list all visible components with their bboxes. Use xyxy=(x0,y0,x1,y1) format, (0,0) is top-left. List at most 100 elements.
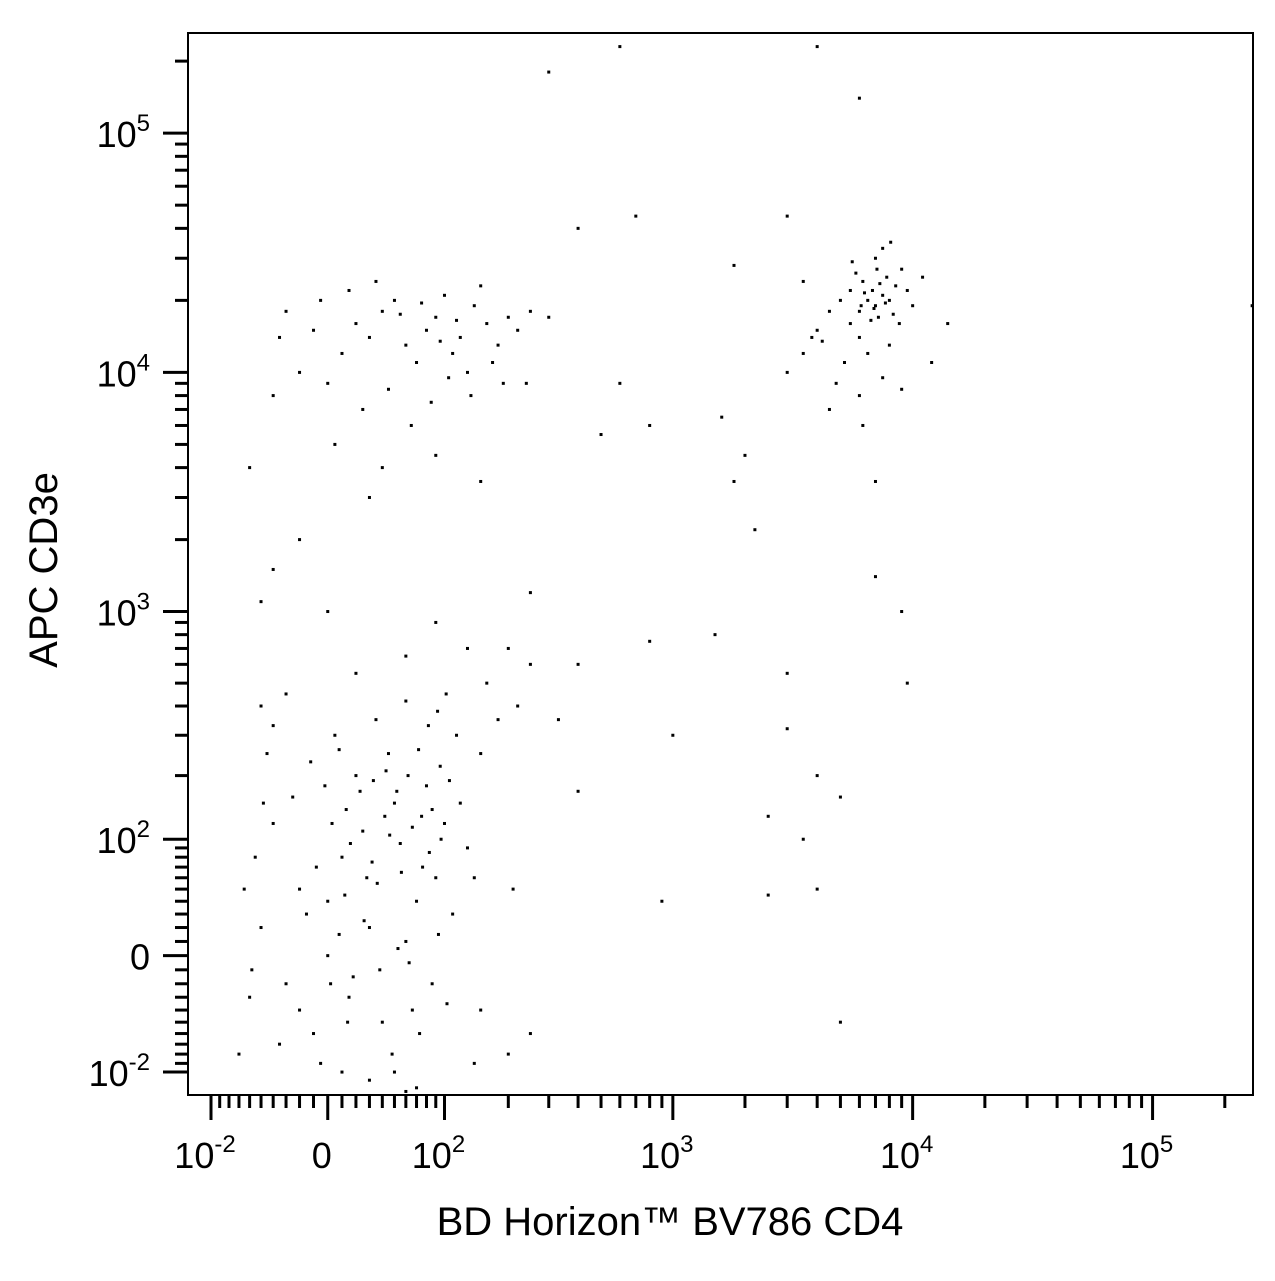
event-dot xyxy=(599,433,603,437)
event-dot xyxy=(354,774,358,778)
event-dot xyxy=(386,387,390,391)
event-dot xyxy=(340,1070,344,1074)
event-dot xyxy=(479,479,483,483)
event-dot xyxy=(404,699,408,703)
event-dot xyxy=(284,982,288,986)
event-dot xyxy=(766,814,770,818)
event-dot xyxy=(876,315,880,319)
event-dot xyxy=(866,298,870,302)
event-dot xyxy=(367,1078,371,1082)
event-dot xyxy=(271,567,275,571)
event-dot xyxy=(894,284,898,288)
event-dot xyxy=(237,1052,241,1056)
event-dot xyxy=(873,479,877,483)
event-dot xyxy=(424,328,428,332)
event-dot xyxy=(346,1020,350,1024)
x-tick-label: 10-2 xyxy=(174,1131,235,1176)
event-dot xyxy=(271,821,275,825)
x-axis-title: BD Horizon™ BV786 CD4 xyxy=(437,1200,904,1244)
event-dot xyxy=(284,692,288,696)
event-dot xyxy=(946,322,950,326)
event-dot xyxy=(815,328,819,332)
event-dot xyxy=(442,293,446,297)
event-dot xyxy=(424,784,428,788)
event-dot xyxy=(857,96,861,100)
event-dot xyxy=(298,1008,302,1012)
tick-base: 10 xyxy=(89,1053,129,1094)
event-dot xyxy=(458,335,462,339)
event-dot xyxy=(766,893,770,897)
event-dot xyxy=(312,328,316,332)
tick-exponent: 5 xyxy=(137,110,150,137)
event-dot xyxy=(451,351,455,355)
event-dot xyxy=(501,381,505,385)
event-dot xyxy=(660,899,664,903)
event-dot xyxy=(284,309,288,313)
event-dot xyxy=(442,821,446,825)
event-dot xyxy=(438,764,442,768)
event-dot xyxy=(870,288,874,292)
event-dot xyxy=(447,376,451,380)
event-dot xyxy=(465,646,469,650)
event-dot xyxy=(801,351,805,355)
event-dot xyxy=(434,315,438,319)
event-dot xyxy=(418,1032,422,1036)
event-dot xyxy=(827,309,831,313)
tick-base: 10 xyxy=(97,593,137,634)
event-dot xyxy=(253,855,257,859)
event-dot xyxy=(271,394,275,398)
tick-base: 10 xyxy=(97,114,137,155)
event-dot xyxy=(371,779,375,783)
tick-exponent: -2 xyxy=(214,1131,235,1158)
event-dot xyxy=(618,45,622,49)
event-dot xyxy=(528,309,532,313)
event-dot xyxy=(881,376,885,380)
event-dot xyxy=(872,306,876,310)
event-dot xyxy=(444,692,448,696)
event-dot xyxy=(576,662,580,666)
event-dot xyxy=(547,70,551,74)
event-dot xyxy=(395,789,399,793)
event-dot xyxy=(367,335,371,339)
event-dot xyxy=(576,226,580,230)
event-dot xyxy=(323,784,327,788)
tick-base: 10 xyxy=(1120,1135,1160,1176)
event-dot xyxy=(834,381,838,385)
event-dot xyxy=(881,246,885,250)
event-dot xyxy=(671,733,675,737)
event-dot xyxy=(810,335,814,339)
x-tick-label: 102 xyxy=(412,1131,465,1176)
event-dot xyxy=(511,887,515,891)
event-dot xyxy=(905,681,909,685)
event-dot xyxy=(885,275,889,279)
event-dot xyxy=(485,681,489,685)
event-dot xyxy=(524,381,528,385)
event-dot xyxy=(420,814,424,818)
event-dot xyxy=(447,779,451,783)
tick-exponent: 2 xyxy=(137,816,150,843)
event-dot xyxy=(753,528,757,532)
event-dot xyxy=(479,1008,483,1012)
event-dot xyxy=(869,318,873,322)
y-tick-label: 10-2 xyxy=(89,1049,150,1094)
event-dot xyxy=(398,312,402,316)
event-dot xyxy=(815,887,819,891)
event-dot xyxy=(404,939,408,943)
event-dot xyxy=(881,293,885,297)
tick-exponent: 3 xyxy=(137,589,150,616)
event-dot xyxy=(472,1061,476,1065)
event-dot xyxy=(905,288,909,292)
event-dot xyxy=(472,304,476,308)
event-dot xyxy=(340,855,344,859)
event-dot xyxy=(878,282,882,286)
event-dot xyxy=(351,975,355,979)
event-dot xyxy=(785,727,789,731)
event-dot xyxy=(374,718,378,722)
event-dot xyxy=(250,968,254,972)
event-dot xyxy=(259,926,263,930)
event-dot xyxy=(398,841,402,845)
event-dot xyxy=(333,733,337,737)
event-dot xyxy=(378,968,382,972)
event-dot xyxy=(465,370,469,374)
